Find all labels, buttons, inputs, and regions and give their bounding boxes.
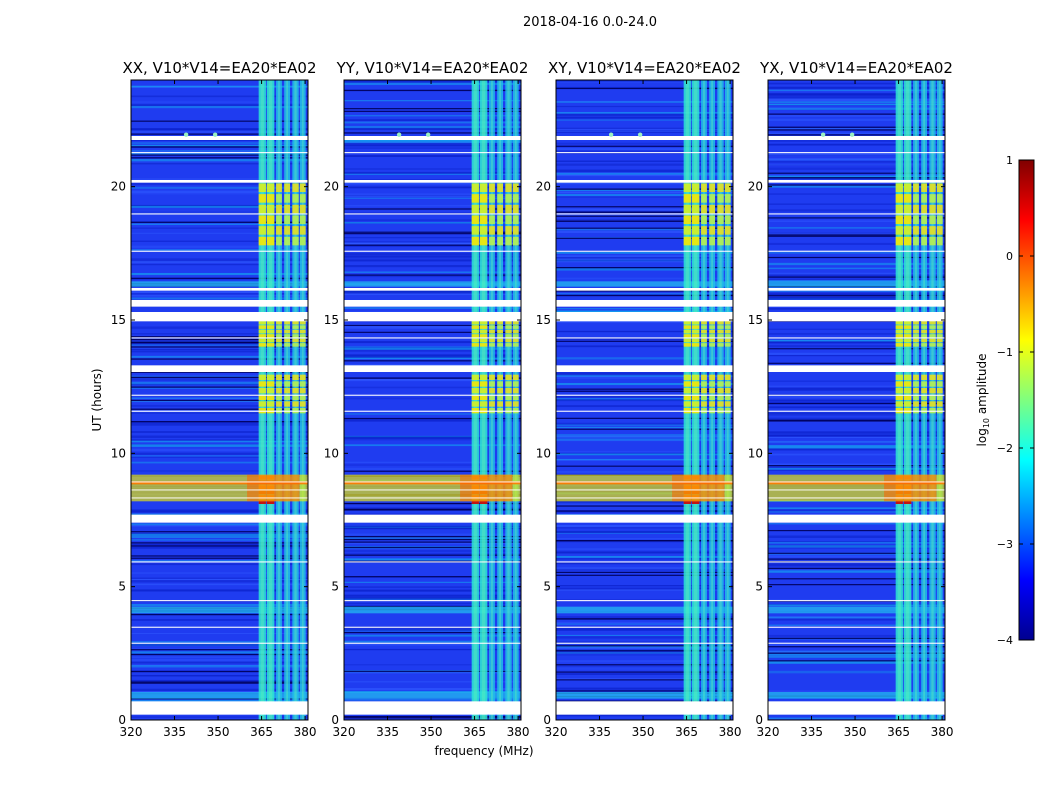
y-tick-label: 5: [543, 580, 551, 594]
y-tick-label: 0: [331, 713, 339, 727]
y-tick-label: 5: [118, 580, 126, 594]
panel-title: YY, V10*V14=EA20*EA02: [336, 59, 529, 77]
y-tick-label: 10: [748, 446, 763, 460]
y-axis-label: UT (hours): [90, 368, 104, 431]
y-tick-label: 0: [118, 713, 126, 727]
colorbar-tick-label: −1: [997, 346, 1013, 359]
x-tick-label: 350: [844, 725, 867, 739]
y-tick-label: 5: [755, 580, 763, 594]
y-tick-label: 0: [755, 713, 763, 727]
colorbar: log10 amplitude 1 0 −1 −2 −3 −4: [975, 154, 1035, 647]
x-tick-label: 380: [507, 725, 530, 739]
x-tick-label: 335: [800, 725, 823, 739]
colorbar-tick-label: 1: [1006, 154, 1013, 167]
spectrogram-image: [556, 80, 733, 720]
colorbar-tick-label: 0: [1006, 250, 1013, 263]
panel-2: YY, V10*V14=EA20*EA02 320 335 350 365 380 0 5 10…: [324, 59, 530, 739]
y-tick-label: 20: [111, 180, 126, 194]
x-tick-label: 335: [376, 725, 399, 739]
x-tick-label: 320: [545, 725, 568, 739]
x-tick-label: 320: [757, 725, 780, 739]
shared-x-axis-label: frequency (MHz): [434, 744, 533, 758]
panel-title: YX, V10*V14=EA20*EA02: [759, 59, 953, 77]
axes-frame: [130, 79, 309, 721]
x-tick-label: 365: [463, 725, 486, 739]
x-tick-label: 335: [588, 725, 611, 739]
spectrogram-image: [344, 80, 521, 720]
colorbar-gradient: [1018, 159, 1035, 641]
x-tick-label: 350: [632, 725, 655, 739]
colorbar-tick-label: −3: [997, 538, 1013, 551]
y-tick-label: 20: [324, 180, 339, 194]
y-tick-label: 5: [331, 580, 339, 594]
y-tick-label: 0: [543, 713, 551, 727]
figure-suptitle: 2018-04-16 0.0-24.0: [523, 15, 657, 30]
panel-4: YX, V10*V14=EA20*EA02 320 335 350 365 380 0 5 10…: [748, 59, 954, 739]
panel-title: XX, V10*V14=EA20*EA02: [122, 59, 316, 77]
axes-frame: [555, 79, 734, 721]
x-tick-label: 335: [163, 725, 186, 739]
y-tick-label: 10: [324, 446, 339, 460]
colorbar-tick-label: −4: [997, 634, 1013, 647]
y-tick-label: 10: [536, 446, 551, 460]
x-tick-label: 365: [250, 725, 273, 739]
spectrogram-image: [131, 80, 308, 720]
y-tick-label: 15: [324, 313, 339, 327]
x-tick-label: 350: [420, 725, 443, 739]
x-tick-label: 380: [931, 725, 954, 739]
y-tick-label: 15: [111, 313, 126, 327]
spectrogram-image: [768, 80, 945, 720]
x-tick-label: 350: [207, 725, 230, 739]
colorbar-label: log10 amplitude: [975, 354, 991, 447]
y-tick-label: 15: [748, 313, 763, 327]
x-tick-label: 380: [719, 725, 742, 739]
y-tick-label: 15: [536, 313, 551, 327]
panel-title: XY, V10*V14=EA20*EA02: [548, 59, 741, 77]
x-tick-label: 380: [294, 725, 317, 739]
y-tick-label: 20: [748, 180, 763, 194]
y-tick-label: 20: [536, 180, 551, 194]
panels: XX, V10*V14=EA20*EA02 320 335 350 365 380 0 5 10…: [90, 59, 954, 739]
y-tick-label: 10: [111, 446, 126, 460]
panel-3: XY, V10*V14=EA20*EA02 320 335 350 365 380 0 5 10…: [536, 59, 742, 739]
colorbar-tick-label: −2: [997, 442, 1013, 455]
x-tick-label: 320: [333, 725, 356, 739]
axes-frame: [767, 79, 946, 721]
x-tick-label: 365: [887, 725, 910, 739]
axes-frame: [343, 79, 522, 721]
x-tick-label: 365: [675, 725, 698, 739]
panel-1: XX, V10*V14=EA20*EA02 320 335 350 365 380 0 5 10…: [90, 59, 317, 739]
x-tick-label: 320: [120, 725, 143, 739]
